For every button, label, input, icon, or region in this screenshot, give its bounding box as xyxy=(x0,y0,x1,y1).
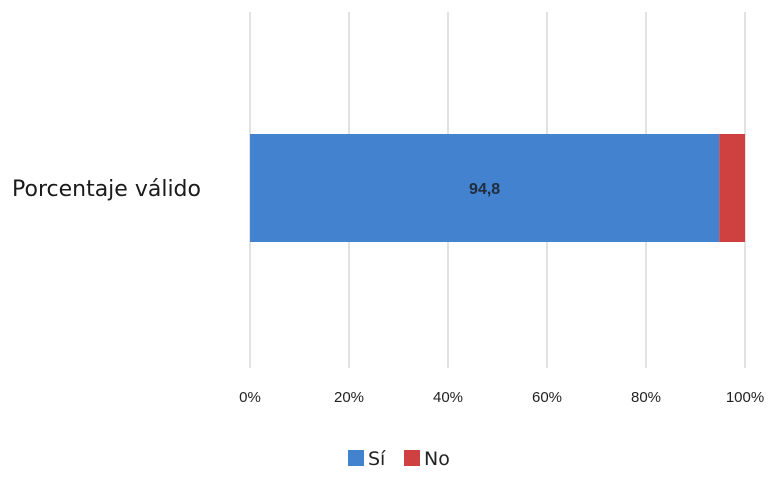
bar-no xyxy=(719,134,745,242)
x-tick-label: 80% xyxy=(631,389,661,406)
legend-label: No xyxy=(424,448,450,470)
data-label: 94,8 xyxy=(469,181,500,198)
bar-si xyxy=(250,134,720,242)
legend: Sí No xyxy=(348,448,450,470)
x-axis-ticks: 0% 20% 40% 60% 80% 100% xyxy=(239,389,764,406)
bars xyxy=(250,134,745,242)
x-tick-label: 20% xyxy=(334,389,364,406)
category-label: Porcentaje válido xyxy=(12,177,201,202)
legend-swatch xyxy=(348,450,364,466)
legend-swatch xyxy=(404,450,420,466)
x-tick-label: 60% xyxy=(532,389,562,406)
x-tick-label: 0% xyxy=(239,389,261,406)
x-tick-label: 100% xyxy=(726,389,764,406)
x-tick-label: 40% xyxy=(433,389,463,406)
legend-label: Sí xyxy=(368,448,386,470)
labels: Porcentaje válido 94,8 xyxy=(12,177,500,202)
